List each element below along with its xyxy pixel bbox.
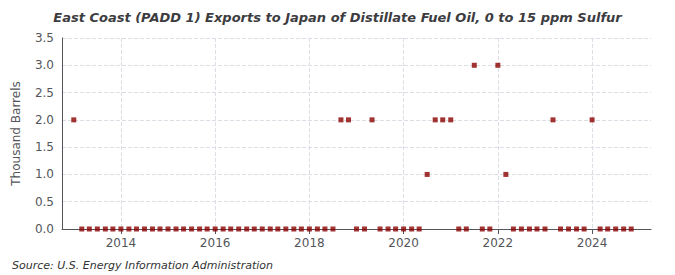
svg-text:2024: 2024 bbox=[577, 236, 608, 250]
svg-text:2.5: 2.5 bbox=[35, 86, 54, 100]
svg-text:2016: 2016 bbox=[200, 236, 231, 250]
svg-text:1.0: 1.0 bbox=[35, 167, 54, 181]
svg-text:2022: 2022 bbox=[483, 236, 514, 250]
svg-text:3.0: 3.0 bbox=[35, 58, 54, 72]
svg-text:Source: U.S. Energy Informatio: Source: U.S. Energy Information Administ… bbox=[12, 259, 273, 272]
svg-text:3.5: 3.5 bbox=[35, 31, 54, 45]
svg-text:2014: 2014 bbox=[106, 236, 137, 250]
svg-text:2020: 2020 bbox=[388, 236, 419, 250]
svg-text:2.0: 2.0 bbox=[35, 113, 54, 127]
svg-text:0.5: 0.5 bbox=[35, 195, 54, 209]
svg-text:East Coast (PADD 1) Exports to: East Coast (PADD 1) Exports to Japan of … bbox=[53, 10, 623, 25]
svg-text:1.5: 1.5 bbox=[35, 140, 54, 154]
svg-text:2018: 2018 bbox=[294, 236, 325, 250]
svg-text:0.0: 0.0 bbox=[35, 222, 54, 236]
svg-text:Thousand Barrels: Thousand Barrels bbox=[9, 81, 23, 186]
